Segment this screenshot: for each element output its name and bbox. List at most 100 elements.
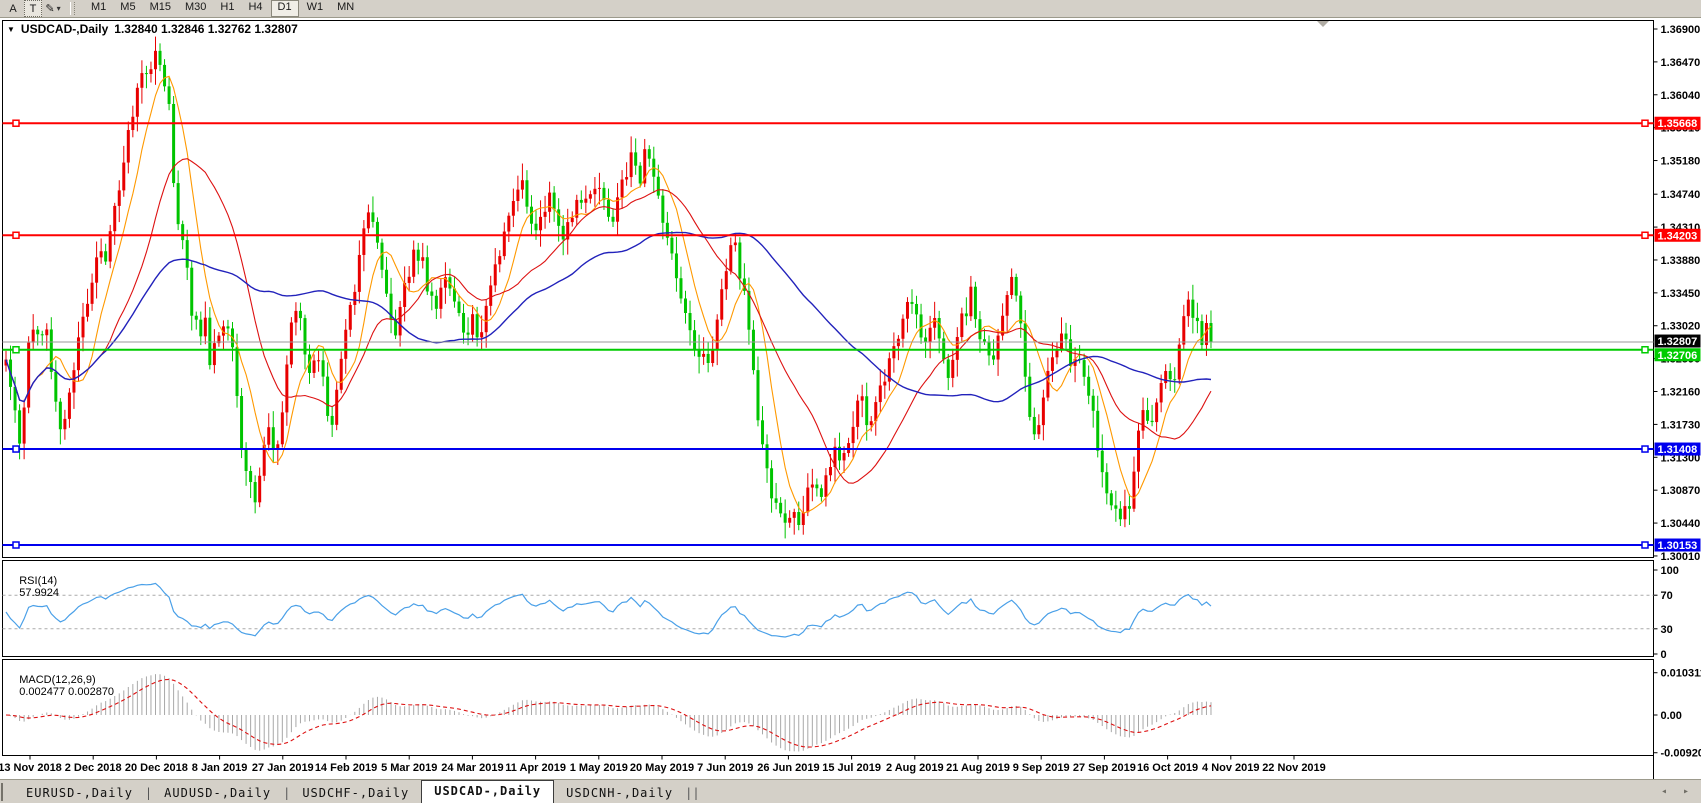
- date-tick-label: 16 Oct 2019: [1137, 762, 1198, 774]
- draw-tool-button[interactable]: ✎ ▾: [45, 1, 61, 16]
- line-handle[interactable]: [12, 445, 20, 453]
- svg-text:1.35668: 1.35668: [1658, 118, 1698, 130]
- tab-divider: |: [144, 786, 153, 800]
- tab-divider: |: [283, 786, 291, 800]
- date-tick-label: 2 Dec 2018: [65, 762, 122, 774]
- timeframe-button-M5[interactable]: M5: [120, 1, 136, 13]
- macd-tick-label: 0.010311: [1661, 668, 1701, 680]
- rsi-axis[interactable]: 100 70 30 0: [1653, 565, 1679, 661]
- price-tick-label: 1.34740: [1661, 189, 1701, 201]
- macd-indicator-value: 0.002477 0.002870: [19, 686, 115, 698]
- level-price-label: 1.30153: [1654, 538, 1701, 552]
- date-axis[interactable]: 13 Nov 2018 2 Dec 2018 20 Dec 2018 8 Jan 20…: [0, 755, 1326, 775]
- timeframe-button-W1[interactable]: W1: [306, 1, 324, 13]
- level-price-label: 1.32706: [1654, 348, 1701, 362]
- date-tick-label: 7 Jun 2019: [697, 762, 753, 774]
- toolbar-grip[interactable]: [70, 2, 75, 15]
- svg-text:1.30153: 1.30153: [1658, 540, 1698, 552]
- chart-title-row: ▼ USDCAD-,Daily 1.32840 1.32846 1.32762 …: [7, 22, 298, 36]
- chart-menu-icon[interactable]: ▼: [7, 24, 15, 34]
- ma-line-fast: [5, 75, 1212, 514]
- timeframe-button-M30[interactable]: M30: [184, 1, 207, 13]
- tab-scroll-right-icon[interactable]: ▸: [1682, 786, 1689, 797]
- horizontal-level-line-1.32706[interactable]: [2, 346, 1654, 354]
- text-tool-button[interactable]: T: [24, 0, 42, 17]
- date-tick-label: 20 May 2019: [630, 762, 694, 774]
- chart-canvas[interactable]: 1.369001.364701.360401.356101.351801.347…: [0, 18, 1701, 779]
- candlestick-series: [4, 36, 1213, 539]
- date-tick-label: 2 Aug 2019: [886, 762, 944, 774]
- price-axis[interactable]: 1.369001.364701.360401.356101.351801.347…: [1653, 24, 1701, 563]
- timeframe-button-H1[interactable]: H1: [220, 1, 235, 13]
- price-tick-label: 1.31730: [1661, 419, 1701, 431]
- date-tick-label: 11 Apr 2019: [505, 762, 566, 774]
- date-tick-label: 8 Jan 2019: [192, 762, 248, 774]
- chart-tab-eurusd[interactable]: EURUSD-,Daily: [26, 786, 133, 800]
- horizontal-level-line-1.30153[interactable]: [2, 541, 1654, 549]
- line-handle[interactable]: [12, 119, 20, 127]
- chart-tab-audusd[interactable]: AUDUSD-,Daily: [164, 786, 272, 800]
- tabbar-grip[interactable]: [1, 783, 6, 801]
- macd-panel-frame: [2, 659, 1654, 756]
- svg-text:1.32706: 1.32706: [1658, 350, 1698, 362]
- level-price-label: 1.31408: [1654, 442, 1701, 456]
- timeframe-button-D1[interactable]: D1: [270, 0, 299, 17]
- line-handle[interactable]: [12, 541, 20, 549]
- chart-shift-marker[interactable]: [1317, 21, 1329, 27]
- macd-histogram: [10, 674, 1212, 752]
- timeframe-button-MN[interactable]: MN: [337, 1, 355, 13]
- line-handle[interactable]: [1641, 119, 1649, 127]
- date-tick-label: 22 Nov 2019: [1262, 762, 1326, 774]
- level-price-label: 1.35668: [1654, 116, 1701, 130]
- macd-signal-line: [5, 678, 1212, 748]
- timeframe-button-M15[interactable]: M15: [149, 1, 171, 13]
- price-tick-label: 1.36470: [1661, 57, 1701, 69]
- price-tick-label: 1.30010: [1661, 551, 1701, 563]
- timeframe-button-M1[interactable]: M1: [91, 1, 107, 13]
- price-tick-label: 1.36040: [1661, 90, 1701, 102]
- horizontal-level-line-1.35668[interactable]: [2, 119, 1654, 127]
- level-price-label: 1.34203: [1654, 228, 1701, 242]
- rsi-tick-label: 70: [1661, 590, 1673, 602]
- tab-divider: |: [685, 786, 693, 800]
- line-handle[interactable]: [1641, 346, 1649, 354]
- rsi-line: [5, 582, 1212, 638]
- rsi-tick-label: 30: [1661, 624, 1673, 636]
- rsi-tick-label: 0: [1661, 649, 1667, 661]
- date-tick-label: 15 Jul 2019: [822, 762, 881, 774]
- tab-scroll-left-icon[interactable]: ◂: [1660, 786, 1667, 797]
- date-tick-label: 1 May 2019: [570, 762, 628, 774]
- timeframe-button-H4[interactable]: H4: [248, 1, 263, 13]
- horizontal-level-line-1.34203[interactable]: [2, 231, 1654, 240]
- price-tick-label: 1.30870: [1661, 485, 1701, 497]
- date-tick-label: 24 Mar 2019: [441, 762, 503, 774]
- chart-title: USDCAD-,Daily: [20, 22, 109, 36]
- macd-tick-label: -0.009203: [1661, 748, 1701, 760]
- svg-text:1.32807: 1.32807: [1658, 336, 1698, 348]
- chart-tab-usdcnh[interactable]: USDCNH-,Daily: [566, 786, 674, 800]
- macd-label-row: MACD(12,26,9) 0.002477 0.002870: [7, 662, 114, 710]
- chart-tab-usdchf[interactable]: USDCHF-,Daily: [302, 786, 410, 800]
- tab-scroll-arrows: ◂ ▸: [1661, 786, 1689, 797]
- price-tick-label: 1.33020: [1661, 321, 1701, 333]
- price-tick-label: 1.36900: [1661, 24, 1701, 36]
- line-handle[interactable]: [1641, 231, 1649, 240]
- macd-axis[interactable]: 0.010311 0.00 -0.009203: [1653, 668, 1701, 760]
- svg-text:1.34203: 1.34203: [1658, 230, 1698, 242]
- line-handle[interactable]: [1641, 541, 1649, 549]
- date-tick-label: 9 Sep 2019: [1013, 762, 1070, 774]
- date-tick-label: 21 Aug 2019: [946, 762, 1010, 774]
- chart-tab-usdcad[interactable]: USDCAD-,Daily: [421, 780, 555, 803]
- line-handle[interactable]: [12, 346, 20, 354]
- cursor-tool-button[interactable]: A: [9, 2, 17, 15]
- crayon-icon: ✎: [45, 3, 55, 15]
- date-tick-label: 4 Nov 2019: [1202, 762, 1259, 774]
- line-handle[interactable]: [12, 231, 20, 240]
- chart-background: [0, 18, 1701, 779]
- main-panel-frame: [2, 20, 1654, 558]
- horizontal-level-line-1.31408[interactable]: [2, 445, 1654, 453]
- price-tick-label: 1.33880: [1661, 255, 1701, 267]
- line-handle[interactable]: [1641, 445, 1649, 453]
- tab-list: EURUSD-,Daily | AUDUSD-,Daily | USDCHF-,Dail…: [14, 780, 700, 803]
